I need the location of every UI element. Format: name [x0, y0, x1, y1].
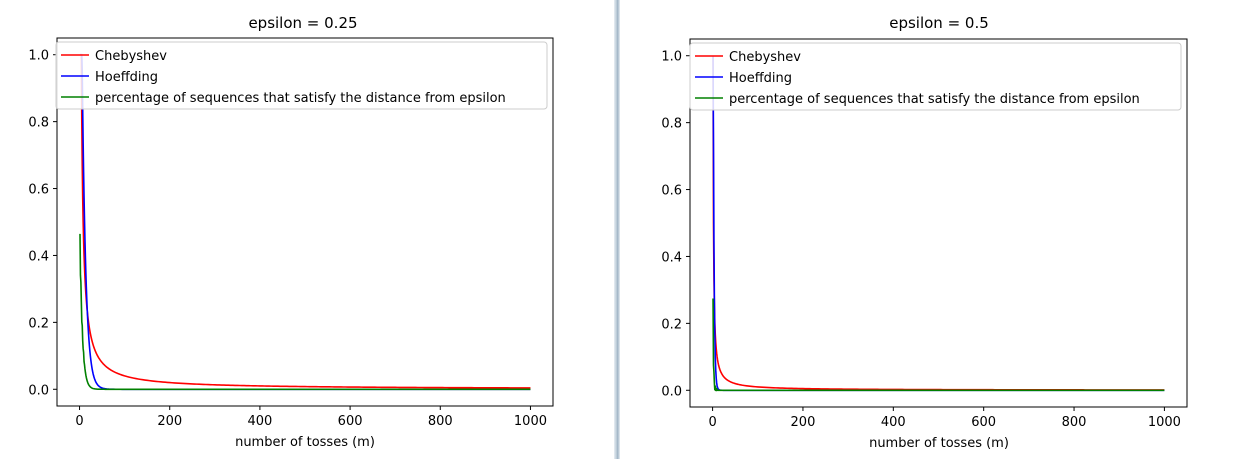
window-divider — [614, 0, 620, 459]
y-tick-label: 0.0 — [661, 384, 682, 399]
x-tick-label: 200 — [157, 414, 182, 429]
series-group — [712, 55, 1165, 392]
x-tick-label: 0 — [708, 415, 716, 430]
y-tick-label: 0.2 — [28, 316, 49, 331]
chart-title: epsilon = 0.5 — [889, 14, 989, 32]
legend-label-chebyshev: Chebyshev — [95, 49, 167, 64]
legend: Chebyshev Hoeffding percentage of sequenc… — [689, 42, 1182, 111]
chart-panel-epsilon-05: epsilon = 0.5 number of tosses (m) 0 200 4… — [620, 0, 1236, 459]
chart-epsilon-025: epsilon = 0.25 number of tosses (m) 0 200… — [28, 14, 554, 450]
x-tick-label: 400 — [881, 415, 906, 430]
y-tick-label: 1.0 — [28, 49, 49, 64]
series-line-empirical — [712, 298, 1165, 392]
x-tick-label: 0 — [75, 414, 83, 429]
legend-box — [55, 41, 548, 110]
y-tick-label: 0.2 — [661, 317, 682, 332]
x-axis-label: number of tosses (m) — [869, 436, 1009, 451]
chart-panel-epsilon-025: epsilon = 0.25 number of tosses (m) 0 200… — [0, 0, 614, 459]
legend-box — [689, 42, 1182, 111]
x-tick-label: 400 — [247, 414, 272, 429]
y-tick-label: 0.0 — [28, 383, 49, 398]
x-tick-label: 1000 — [514, 414, 547, 429]
y-tick-label: 0.8 — [661, 117, 682, 132]
x-tick-label: 200 — [791, 415, 816, 430]
x-tick-label: 800 — [428, 414, 453, 429]
legend-label-hoeffding: Hoeffding — [729, 71, 792, 86]
legend-label-empirical: percentage of sequences that satisfy the… — [95, 91, 506, 106]
y-tick-label: 0.6 — [661, 184, 682, 199]
y-tick-label: 1.0 — [661, 50, 682, 65]
y-tick-label: 0.8 — [28, 116, 49, 131]
x-tick-label: 600 — [971, 415, 996, 430]
x-tick-label: 800 — [1062, 415, 1087, 430]
legend-label-empirical: percentage of sequences that satisfy the… — [729, 92, 1140, 107]
chart-epsilon-05: epsilon = 0.5 number of tosses (m) 0 200 4… — [661, 14, 1188, 451]
series-line-empirical — [79, 233, 531, 391]
x-tick-label: 1000 — [1148, 415, 1181, 430]
x-axis-label: number of tosses (m) — [235, 435, 375, 450]
y-tick-label: 0.6 — [28, 183, 49, 198]
legend-label-hoeffding: Hoeffding — [95, 70, 158, 85]
chart-title: epsilon = 0.25 — [248, 14, 357, 32]
x-tick-label: 600 — [338, 414, 363, 429]
legend: Chebyshev Hoeffding percentage of sequenc… — [55, 41, 548, 110]
y-tick-label: 0.4 — [661, 250, 682, 265]
y-tick-label: 0.4 — [28, 249, 49, 264]
series-line-chebyshev — [80, 53, 531, 389]
series-group — [79, 53, 531, 391]
legend-label-chebyshev: Chebyshev — [729, 50, 801, 65]
